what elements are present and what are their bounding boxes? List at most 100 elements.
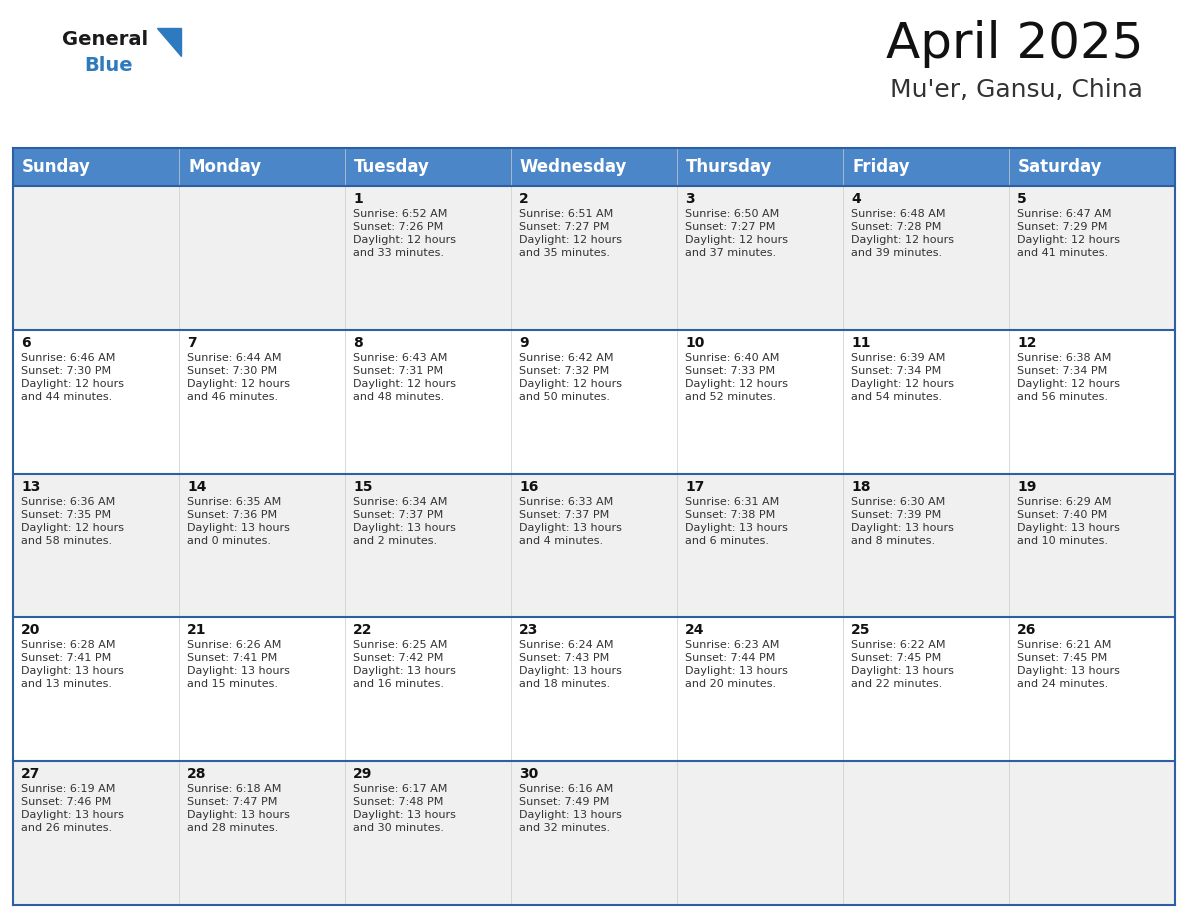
Text: Sunrise: 6:40 AM: Sunrise: 6:40 AM [685,353,779,363]
Text: Sunrise: 6:48 AM: Sunrise: 6:48 AM [851,209,946,219]
Text: Daylight: 12 hours: Daylight: 12 hours [21,379,124,389]
Bar [511,761,677,905]
Bar [843,474,1009,618]
Text: Daylight: 13 hours: Daylight: 13 hours [519,666,621,677]
Text: Daylight: 13 hours: Daylight: 13 hours [851,666,954,677]
Text: and 15 minutes.: and 15 minutes. [187,679,278,689]
Text: Daylight: 13 hours: Daylight: 13 hours [519,522,621,532]
Text: Daylight: 13 hours: Daylight: 13 hours [187,811,290,820]
Text: Daylight: 12 hours: Daylight: 12 hours [685,379,788,389]
Text: and 22 minutes.: and 22 minutes. [851,679,942,689]
Text: Sunrise: 6:21 AM: Sunrise: 6:21 AM [1017,641,1112,650]
Text: 8: 8 [353,336,362,350]
Text: Sunset: 7:30 PM: Sunset: 7:30 PM [21,365,112,375]
Text: April 2025: April 2025 [885,20,1143,68]
Text: Sunrise: 6:50 AM: Sunrise: 6:50 AM [685,209,779,219]
Bar [511,618,677,761]
Text: Sunset: 7:29 PM: Sunset: 7:29 PM [1017,222,1107,232]
Text: Sunset: 7:36 PM: Sunset: 7:36 PM [187,509,277,520]
Text: 5: 5 [1017,192,1026,206]
Bar [1009,474,1175,618]
Text: Sunset: 7:34 PM: Sunset: 7:34 PM [1017,365,1107,375]
Text: and 20 minutes.: and 20 minutes. [685,679,776,689]
Text: Daylight: 13 hours: Daylight: 13 hours [187,666,290,677]
Bar [843,761,1009,905]
Text: Sunset: 7:37 PM: Sunset: 7:37 PM [519,509,609,520]
Text: Sunset: 7:47 PM: Sunset: 7:47 PM [187,797,277,807]
Text: Sunset: 7:43 PM: Sunset: 7:43 PM [519,654,609,664]
Text: and 2 minutes.: and 2 minutes. [353,535,437,545]
Bar [13,761,179,905]
Text: and 58 minutes.: and 58 minutes. [21,535,112,545]
Bar [345,474,511,618]
Text: Sunset: 7:27 PM: Sunset: 7:27 PM [685,222,776,232]
Text: Mu'er, Gansu, China: Mu'er, Gansu, China [890,78,1143,102]
Bar [511,186,677,330]
Bar [345,761,511,905]
Text: Sunset: 7:26 PM: Sunset: 7:26 PM [353,222,443,232]
Text: Sunset: 7:45 PM: Sunset: 7:45 PM [851,654,941,664]
Bar [179,330,345,474]
Bar [13,618,179,761]
Text: Daylight: 12 hours: Daylight: 12 hours [851,235,954,245]
Bar [1009,186,1175,330]
Bar [179,474,345,618]
Bar [13,474,179,618]
Text: General: General [62,30,148,49]
Text: Sunset: 7:35 PM: Sunset: 7:35 PM [21,509,112,520]
Text: Sunset: 7:30 PM: Sunset: 7:30 PM [187,365,277,375]
Bar [843,618,1009,761]
Text: 15: 15 [353,479,373,494]
Text: Monday: Monday [188,158,261,176]
Text: 24: 24 [685,623,704,637]
Bar [179,618,345,761]
Text: 18: 18 [851,479,871,494]
Text: Blue: Blue [84,56,133,75]
Text: Sunset: 7:46 PM: Sunset: 7:46 PM [21,797,112,807]
Text: Sunset: 7:31 PM: Sunset: 7:31 PM [353,365,443,375]
Text: Sunrise: 6:51 AM: Sunrise: 6:51 AM [519,209,613,219]
Text: and 41 minutes.: and 41 minutes. [1017,248,1108,258]
Bar [511,474,677,618]
Text: and 33 minutes.: and 33 minutes. [353,248,444,258]
Text: Sunrise: 6:44 AM: Sunrise: 6:44 AM [187,353,282,363]
Text: 11: 11 [851,336,871,350]
Text: Sunset: 7:48 PM: Sunset: 7:48 PM [353,797,443,807]
Text: 14: 14 [187,479,207,494]
Text: Daylight: 12 hours: Daylight: 12 hours [519,235,623,245]
Text: and 26 minutes.: and 26 minutes. [21,823,112,834]
Bar [511,148,677,186]
Text: 12: 12 [1017,336,1036,350]
Text: Sunrise: 6:19 AM: Sunrise: 6:19 AM [21,784,115,794]
Text: Sunrise: 6:38 AM: Sunrise: 6:38 AM [1017,353,1112,363]
Bar [511,330,677,474]
Bar [843,148,1009,186]
Text: 26: 26 [1017,623,1036,637]
Text: and 4 minutes.: and 4 minutes. [519,535,604,545]
Text: Sunday: Sunday [23,158,90,176]
Text: Sunrise: 6:24 AM: Sunrise: 6:24 AM [519,641,613,650]
Text: and 54 minutes.: and 54 minutes. [851,392,942,402]
Text: Sunrise: 6:18 AM: Sunrise: 6:18 AM [187,784,282,794]
Bar [1009,761,1175,905]
Text: 29: 29 [353,767,372,781]
Text: Sunrise: 6:39 AM: Sunrise: 6:39 AM [851,353,946,363]
Text: Sunset: 7:38 PM: Sunset: 7:38 PM [685,509,776,520]
Text: 22: 22 [353,623,373,637]
Bar [179,148,345,186]
Text: Sunset: 7:41 PM: Sunset: 7:41 PM [187,654,277,664]
Text: and 0 minutes.: and 0 minutes. [187,535,271,545]
Text: Sunrise: 6:29 AM: Sunrise: 6:29 AM [1017,497,1112,507]
Text: Sunrise: 6:23 AM: Sunrise: 6:23 AM [685,641,779,650]
Text: Daylight: 13 hours: Daylight: 13 hours [685,522,788,532]
Text: Daylight: 12 hours: Daylight: 12 hours [851,379,954,389]
Text: Sunrise: 6:16 AM: Sunrise: 6:16 AM [519,784,613,794]
Text: and 24 minutes.: and 24 minutes. [1017,679,1108,689]
Bar [677,474,843,618]
Text: Daylight: 12 hours: Daylight: 12 hours [187,379,290,389]
Bar [677,186,843,330]
Text: 13: 13 [21,479,40,494]
Text: 23: 23 [519,623,538,637]
Text: Daylight: 12 hours: Daylight: 12 hours [685,235,788,245]
Bar [1009,618,1175,761]
